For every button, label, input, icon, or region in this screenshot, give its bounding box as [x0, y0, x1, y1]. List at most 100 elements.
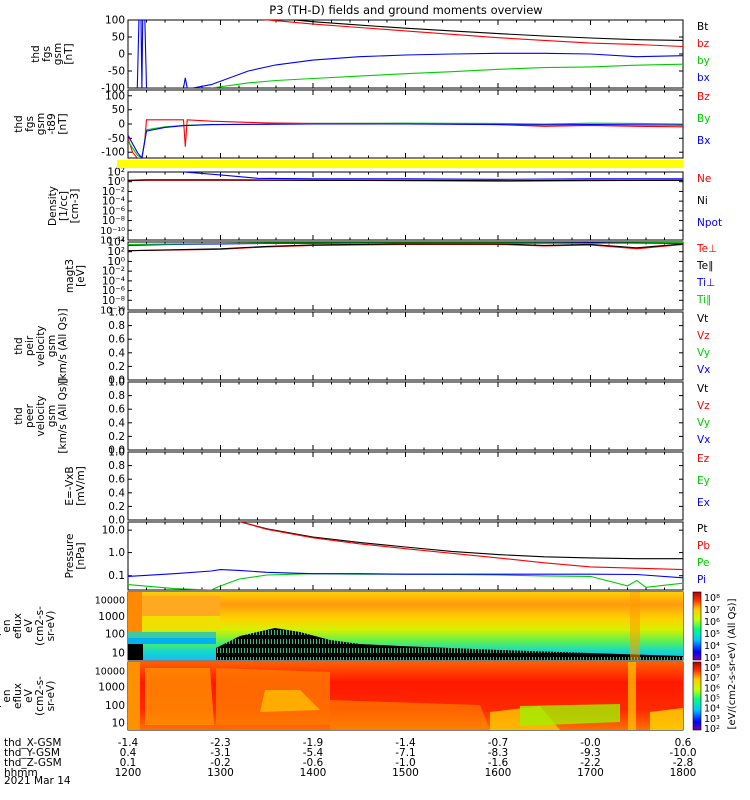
y-tick-label: 10⁻¹² — [100, 236, 125, 247]
colorbar-tick-label: 10⁴ — [704, 641, 720, 652]
y-tick-label: 10⁻² — [102, 266, 125, 278]
y-tick-label: 0.2 — [108, 361, 125, 373]
y-axis-label-line: eV — [23, 618, 35, 632]
y-tick-label: 100 — [105, 700, 125, 712]
y-tick-label: 10⁻¹⁰ — [100, 306, 125, 317]
y-tick-label: 0.2 — [108, 501, 125, 513]
colorbar-label: [eV/(cm2-s-sr-eV) (All Qs)] — [727, 598, 738, 729]
series-line-Te∥ — [128, 243, 683, 252]
colorbar-tick-label: 10⁶ — [704, 683, 720, 694]
series-line-Bt — [288, 20, 683, 41]
series-line-by — [211, 63, 683, 88]
legend-6-1: Vz — [697, 400, 710, 412]
colorbar-tick-label: 10⁶ — [704, 617, 720, 628]
series-line-Bx — [128, 123, 683, 158]
x-axis-row-label: hhmm — [4, 767, 38, 779]
colorbar-tick-label: 10² — [704, 724, 720, 735]
y-tick-label: 0.8 — [108, 390, 125, 402]
y-axis-label-line: magt3 — [64, 259, 76, 293]
y-tick-label: 10 — [112, 718, 125, 730]
y-axis-label: thdpeirenefluxeV(cm2-s-sr-eV) — [0, 606, 57, 646]
x-axis-value: 0.1 — [120, 757, 137, 769]
y-axis-label-line: [1/cc] — [58, 191, 70, 221]
x-axis-value: -9.3 — [580, 747, 601, 759]
x-axis-value: -5.4 — [303, 747, 324, 759]
panel-7: 1.00.8 0.60.4 0.2 0.0 E=-VxB [mV/m] Ez Ey Ex — [64, 447, 710, 527]
y-axis-label-line: [nT] — [57, 113, 69, 134]
panel-frame — [127, 311, 684, 381]
y-axis-label: thd peir velocity gsm [km/s (All Qs)] — [13, 308, 69, 383]
series-line-Npot — [183, 172, 683, 180]
y-tick-label: 10⁰ — [107, 176, 125, 188]
x-axis-value: 1700 — [577, 767, 604, 779]
y-axis-label-line: [km/s (All Qs)] — [57, 378, 69, 453]
legend-6-3: Vx — [697, 434, 710, 446]
x-axis-value: -1.6 — [488, 757, 509, 769]
y-tick-label: -50 — [108, 133, 125, 145]
y-tick-label: 1.0 — [108, 547, 125, 559]
legend-5-1: Vz — [697, 330, 710, 342]
y-tick-label: 0.8 — [108, 460, 125, 472]
y-tick-label: 50 — [112, 32, 125, 44]
y-tick-label: -100 — [101, 147, 125, 159]
y-tick-label: 100 — [105, 90, 125, 102]
colorbar-tick-label: 10⁸ — [704, 663, 720, 674]
y-axis-label-line: -t89 — [46, 113, 58, 134]
y-axis-label-line: gsm — [35, 113, 47, 135]
y-axis-label-line: [nT] — [63, 43, 75, 64]
y-axis-label-line: sr-eV) — [45, 681, 57, 712]
x-axis-value: 1400 — [300, 767, 327, 779]
y-tick-label: 10⁻⁶ — [102, 205, 125, 217]
y-tick-label: 0.0 — [108, 515, 125, 527]
y-tick-label: 100 — [105, 15, 125, 27]
y-axis-label: E=-VxB [mV/m] — [64, 466, 87, 505]
y-axis-label-line: en — [1, 689, 13, 702]
y-tick-label: 10.0 — [102, 525, 125, 537]
y-tick-label: -50 — [108, 66, 125, 78]
legend-4-3: Ti∥ — [696, 294, 711, 306]
colorbar-tick-label: 10³ — [704, 714, 720, 725]
y-axis-label: thd fgs gsm [nT] — [30, 43, 75, 65]
x-axis-value: -2.3 — [210, 737, 231, 749]
y-axis-label-line: Pressure — [64, 534, 76, 579]
y-axis-label: Density [1/cc] [cm-3] — [47, 186, 81, 226]
x-axis-row-label: thd_X-GSM — [4, 737, 61, 749]
y-tick-label: 10⁻⁸ — [102, 215, 125, 227]
y-axis-label-line: thd — [13, 407, 25, 424]
panel-frame — [127, 521, 684, 591]
y-tick-label: 10⁻² — [102, 186, 125, 198]
y-tick-label: 100 — [105, 629, 125, 641]
x-axis-value: -2.2 — [580, 757, 601, 769]
y-tick-label: -100 — [101, 83, 125, 95]
x-axis-value: 1500 — [392, 767, 419, 779]
y-tick-label: 0.6 — [108, 474, 125, 486]
y-tick-label: 10000 — [95, 666, 125, 677]
legend-4-2: Ti⊥ — [696, 277, 715, 289]
y-tick-label: 1.0 — [108, 377, 125, 389]
y-tick-label: 0 — [118, 49, 125, 61]
y-axis-label-line: [eV] — [75, 265, 87, 287]
series-line-Bz — [128, 119, 683, 158]
y-tick-label: 0 — [118, 119, 125, 131]
series-line-Pb — [240, 522, 683, 571]
legend-6-2: Vy — [697, 417, 710, 429]
x-axis-value: 1600 — [485, 767, 512, 779]
y-axis-label-line: [cm-3] — [69, 189, 81, 224]
y-axis-label-line: thd — [13, 115, 25, 132]
legend-5-2: Vy — [697, 347, 710, 359]
x-axis-value: -3.1 — [210, 747, 231, 759]
y-tick-label: 0.6 — [108, 404, 125, 416]
panel-frame — [127, 241, 684, 311]
y-tick-label: 10² — [107, 167, 125, 179]
y-tick-label: 0.2 — [108, 431, 125, 443]
panel-1: 100 50 0 -50 -100 thd fgs gsm [nT] Bt bz by bx — [30, 15, 710, 95]
legend-7-1: Ey — [697, 475, 710, 487]
y-axis-label-line: peir — [24, 335, 36, 356]
legend-1-1: bz — [697, 38, 710, 50]
y-axis-label: thdpeerenefluxeV(cm2-s-sr-eV) — [0, 676, 57, 716]
panel-frame — [127, 171, 684, 241]
ion-spectrogram — [128, 592, 683, 660]
series-line-Ti∥ — [128, 242, 683, 245]
y-axis-label-line: peer — [24, 403, 36, 428]
colorbar-tick-label: 10⁷ — [704, 673, 720, 684]
